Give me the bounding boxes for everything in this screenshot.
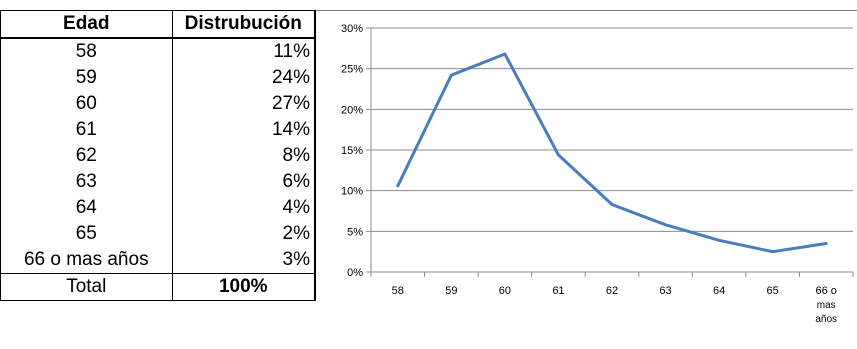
table-row: 61 14% <box>0 117 316 143</box>
cell-edad: 60 <box>0 91 173 117</box>
data-point <box>396 184 400 188</box>
x-tick-label: 58 <box>392 285 404 297</box>
y-tick-label: 25% <box>341 64 363 76</box>
x-tick-label: 60 <box>499 285 511 297</box>
distribution-table: Edad Distrubución 58 11% 59 24% 60 27% 61 14… <box>0 10 316 301</box>
table-header-row: Edad Distrubución <box>0 10 316 39</box>
data-point <box>449 73 453 77</box>
table-row: 64 4% <box>0 195 316 221</box>
x-tick-label: 62 <box>606 285 618 297</box>
table-row: 58 11% <box>0 38 316 65</box>
table-row: 63 6% <box>0 169 316 195</box>
cell-distribucion: 3% <box>172 247 316 274</box>
data-point <box>503 52 507 56</box>
series-line <box>396 52 827 254</box>
table-row: 65 2% <box>0 221 316 247</box>
x-tick-label: 66 o mas años <box>815 285 837 325</box>
cell-edad: 59 <box>0 65 173 91</box>
table-row: 59 24% <box>0 65 316 91</box>
y-tick-label: 0% <box>347 267 363 279</box>
y-tick-label: 10% <box>341 186 363 198</box>
x-tick-label: 61 <box>552 285 564 297</box>
header-edad: Edad <box>0 10 173 39</box>
y-tick-label: 15% <box>341 145 363 157</box>
table-total-row: Total 100% <box>0 273 316 301</box>
data-point <box>824 242 828 246</box>
data-point <box>771 250 775 254</box>
data-point <box>717 238 721 242</box>
cell-edad: 58 <box>0 38 173 65</box>
y-tick-label: 5% <box>347 226 363 238</box>
cell-distribucion: 14% <box>172 117 316 143</box>
total-value: 100% <box>171 273 316 301</box>
x-tick-label: 64 <box>713 285 725 297</box>
cell-edad: 62 <box>0 143 173 169</box>
cell-edad: 66 o mas años <box>0 247 173 274</box>
cell-edad: 65 <box>0 221 173 247</box>
y-tick-label: 20% <box>341 104 363 116</box>
table-row: 66 o mas años 3% <box>0 247 316 274</box>
cell-distribucion: 11% <box>172 38 316 65</box>
data-point <box>556 153 560 157</box>
data-point <box>664 223 668 227</box>
cell-edad: 61 <box>0 117 173 143</box>
cell-distribucion: 6% <box>172 169 316 195</box>
cell-distribucion: 4% <box>172 195 316 221</box>
cell-edad: 64 <box>0 195 173 221</box>
table-row: 62 8% <box>0 143 316 169</box>
x-tick-label: 63 <box>659 285 671 297</box>
cell-distribucion: 24% <box>172 65 316 91</box>
chart-top-border <box>316 10 857 11</box>
total-label: Total <box>0 273 173 301</box>
header-distribucion: Distrubución <box>171 10 316 39</box>
cell-distribucion: 2% <box>172 221 316 247</box>
table-row: 60 27% <box>0 91 316 117</box>
y-tick-label: 30% <box>341 23 363 35</box>
x-tick-label: 59 <box>445 285 457 297</box>
data-point <box>610 202 614 206</box>
cell-edad: 63 <box>0 169 173 195</box>
x-tick-label: 65 <box>767 285 779 297</box>
cell-distribucion: 27% <box>172 91 316 117</box>
cell-distribucion: 8% <box>172 143 316 169</box>
